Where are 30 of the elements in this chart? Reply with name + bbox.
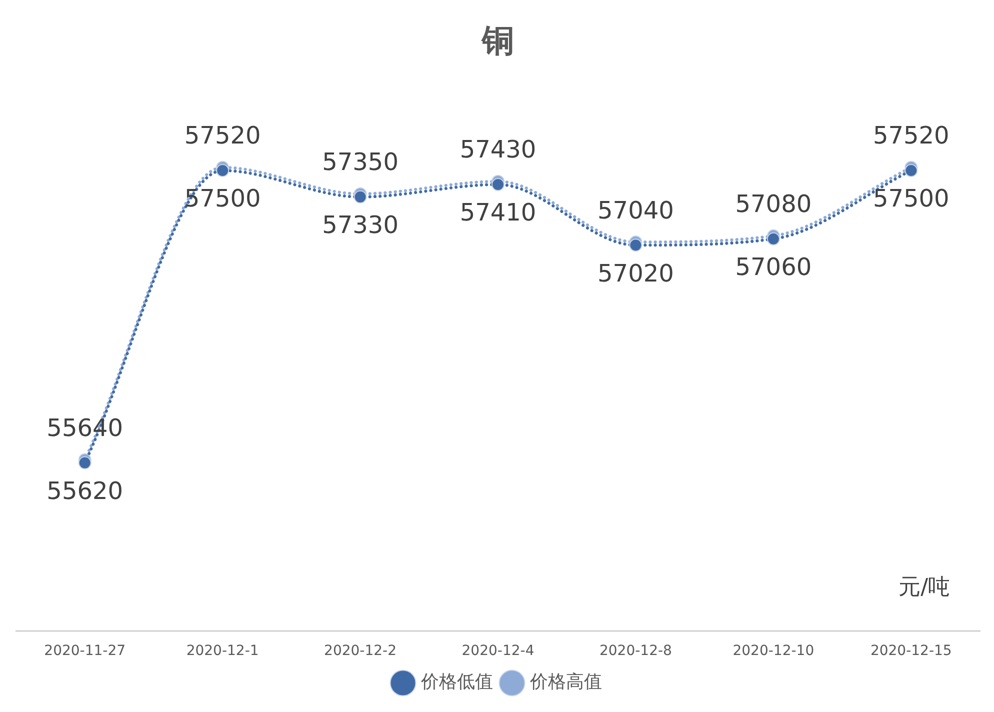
data-label: 57500	[872, 184, 950, 213]
x-tick-label: 2020-12-1	[186, 643, 259, 660]
x-tick-label: 2020-12-10	[732, 643, 814, 660]
data-label: 57080	[735, 190, 812, 218]
point	[492, 178, 504, 191]
data-label: 57330	[322, 211, 398, 240]
point	[629, 238, 642, 252]
x-tick-label: 2020-12-8	[599, 643, 672, 660]
point	[354, 190, 367, 204]
legend-label: 价格高值	[529, 672, 602, 693]
x-tick-label: 2020-12-15	[870, 643, 952, 660]
data-label: 57060	[735, 253, 812, 282]
data-label: 57520	[872, 122, 950, 150]
data-label: 57350	[322, 148, 398, 176]
point	[904, 164, 918, 177]
data-label: 55620	[46, 477, 124, 506]
legend-label: 价格低值	[420, 672, 493, 693]
chart-title: 铜	[481, 22, 514, 60]
data-label: 57430	[460, 136, 536, 164]
data-label: 57520	[184, 122, 261, 150]
point	[766, 232, 780, 246]
point	[216, 164, 230, 177]
x-tick-label: 2020-12-2	[324, 643, 397, 660]
text: 元/吨	[898, 574, 950, 602]
x-tick-label: 2020-11-27	[44, 643, 126, 660]
x-tick-label: 2020-12-4	[462, 643, 534, 660]
point	[78, 456, 92, 470]
data-label: 57040	[598, 196, 674, 224]
data-label: 57020	[598, 259, 674, 288]
data-label: 57410	[460, 198, 536, 227]
